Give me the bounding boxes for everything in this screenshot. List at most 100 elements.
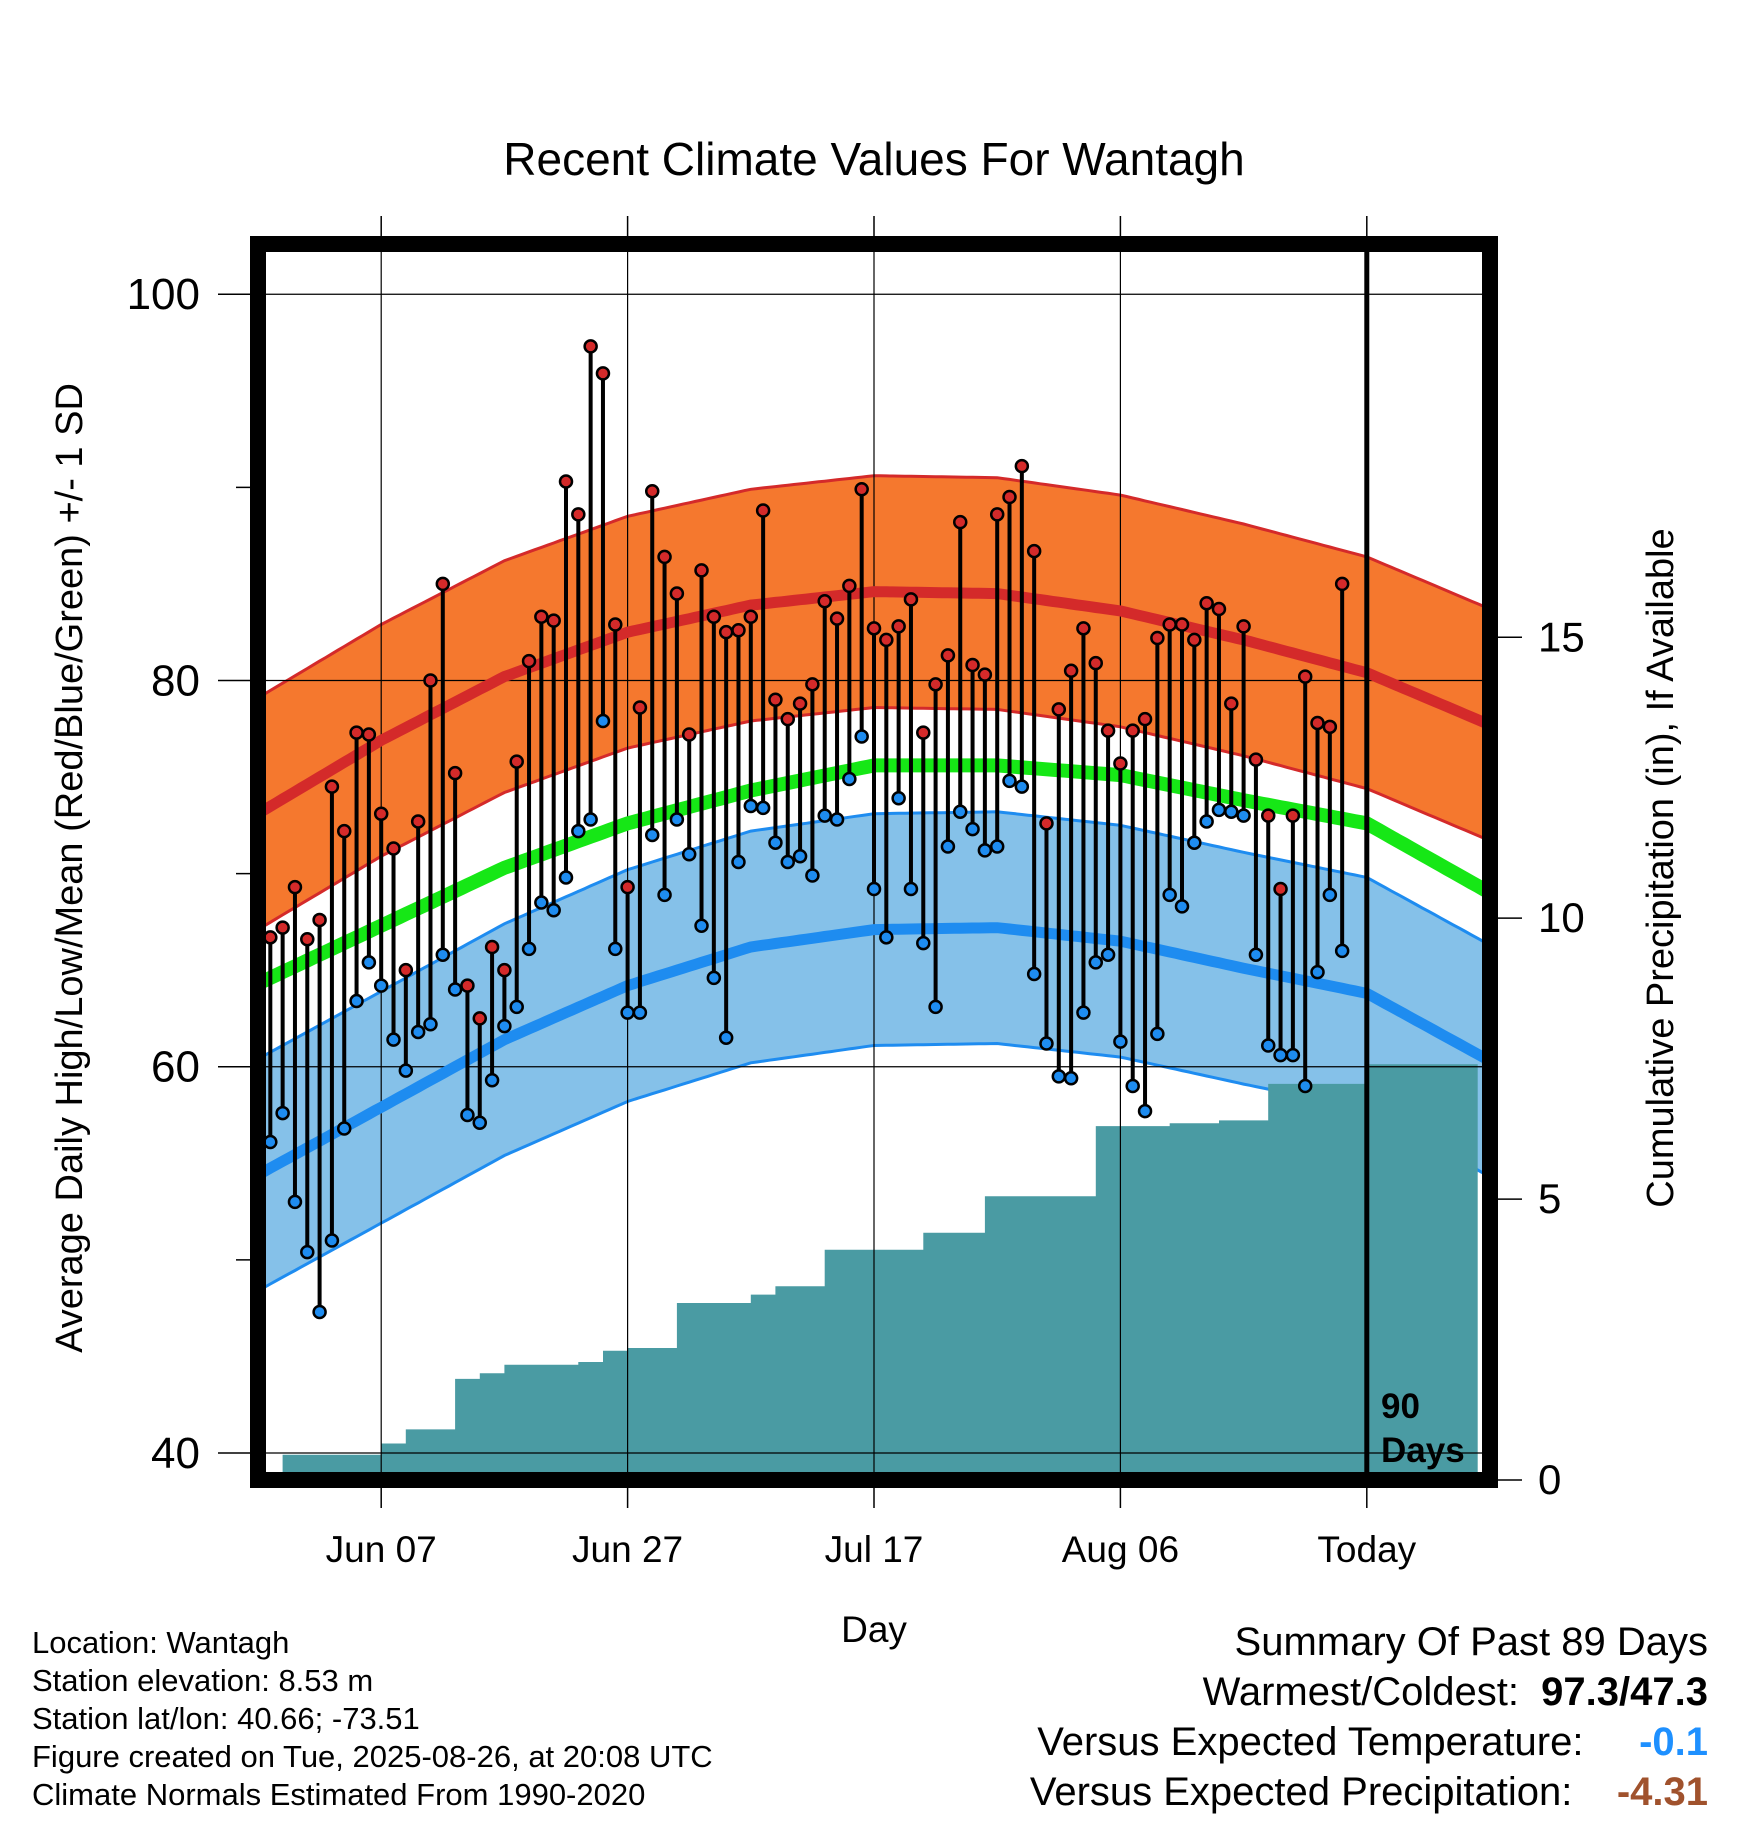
daily-low-point: [1211, 802, 1227, 818]
daily-high-point: [1187, 632, 1202, 648]
daily-high-point: [731, 623, 746, 638]
daily-high-point: [1162, 617, 1177, 632]
daily-low-point: [965, 821, 980, 837]
daily-low-point: [373, 978, 389, 993]
daily-high-point: [423, 673, 438, 688]
daily-low-point: [435, 947, 451, 962]
daily-low-point: [460, 1107, 475, 1123]
daily-high-point: [644, 483, 660, 499]
daily-low-point: [349, 993, 364, 1009]
daily-high-point: [989, 507, 1005, 522]
daily-high-point: [1026, 543, 1042, 559]
today-days-label-1: 90: [1381, 1387, 1420, 1426]
daily-high-point: [336, 823, 352, 839]
daily-low-point: [644, 827, 660, 843]
daily-low-point: [521, 941, 537, 957]
daily-low-point: [916, 935, 931, 951]
daily-high-point: [1260, 808, 1276, 823]
daily-low-point: [743, 798, 759, 814]
daily-low-point: [1273, 1047, 1288, 1063]
daily-low-point: [903, 881, 919, 897]
daily-low-point: [1260, 1038, 1276, 1053]
daily-low-point: [805, 868, 820, 883]
daily-high-point: [546, 613, 561, 628]
daily-low-point: [398, 1063, 414, 1078]
x-tick-label: Jul 17: [825, 1529, 924, 1570]
temp-label: Versus Expected Temperature:: [1037, 1720, 1584, 1764]
daily-high-point: [1248, 752, 1264, 767]
elevation-text: Station elevation: 8.53 m: [32, 1663, 374, 1698]
daily-low-point: [755, 800, 771, 816]
daily-low-point: [1322, 887, 1338, 903]
daily-high-point: [1076, 621, 1091, 636]
normals-text: Climate Normals Estimated From 1990-2020: [32, 1777, 646, 1812]
daily-high-point: [1002, 489, 1017, 505]
daily-low-point: [300, 1244, 315, 1260]
high-normal-line: [255, 586, 1493, 819]
daily-high-point: [1174, 617, 1190, 632]
x-tick-label: Today: [1317, 1529, 1416, 1570]
axes: Jun 07 Jun 27 Jul 17 Aug 06 Today 40 60 80 100 0 5…: [127, 216, 1585, 1570]
daily-high-point: [940, 648, 956, 663]
location-text: Location: Wantagh: [32, 1625, 290, 1660]
daily-high-point: [435, 576, 451, 592]
daily-low-point: [842, 771, 857, 787]
daily-low-point: [324, 1233, 340, 1248]
daily-low-point: [336, 1121, 352, 1136]
daily-low-point: [410, 1024, 426, 1040]
daily-temperature-bars: [250, 244, 1370, 1480]
y-tick-label: 100: [127, 270, 200, 319]
daily-low-point: [1224, 804, 1239, 820]
y-tick-label: 80: [151, 656, 200, 705]
daily-high-point: [497, 962, 512, 978]
daily-low-point: [558, 870, 574, 885]
summary-temp: Versus Expected Temperature: -0.1: [1037, 1720, 1708, 1765]
daily-low-point: [1100, 947, 1116, 962]
daily-low-point: [497, 1018, 512, 1034]
daily-high-point: [928, 677, 943, 692]
y2-tick-label: 0: [1538, 1456, 1561, 1503]
daily-high-point: [1150, 630, 1165, 646]
y2-tick-label: 15: [1538, 613, 1585, 660]
today-days-label-2: Days: [1381, 1431, 1465, 1470]
daily-high-point: [1334, 576, 1350, 592]
low-sd-band: [258, 811, 1490, 1291]
daily-high-point: [558, 474, 574, 489]
daily-low-point: [1297, 1078, 1313, 1094]
daily-low-point: [534, 895, 549, 910]
daily-high-point: [1088, 655, 1104, 671]
daily-low-point: [1039, 1036, 1054, 1051]
daily-high-point: [1322, 719, 1338, 735]
daily-low-point: [768, 835, 783, 850]
daily-low-point: [1051, 1069, 1067, 1084]
daily-low-point: [706, 970, 722, 986]
daily-low-point: [731, 854, 746, 870]
daily-low-point: [472, 1115, 488, 1130]
daily-low-point: [989, 839, 1005, 854]
daily-high-point: [583, 339, 598, 354]
daily-high-point: [447, 765, 463, 781]
x-tick-label: Jun 07: [326, 1529, 437, 1570]
daily-high-point: [398, 962, 414, 978]
daily-high-point: [694, 563, 709, 578]
daily-high-point: [521, 653, 537, 669]
y2-axis-label: Cumulative Precipitation (in), If Availa…: [1640, 528, 1682, 1207]
daily-low-point: [423, 1016, 438, 1032]
daily-high-point: [373, 806, 389, 821]
daily-high-point: [669, 586, 685, 601]
daily-low-point: [952, 804, 968, 820]
daily-high-point: [706, 609, 722, 624]
daily-low-point: [608, 941, 623, 957]
daily-high-point: [866, 621, 882, 636]
daily-low-point: [780, 854, 796, 870]
daily-low-point: [1088, 955, 1104, 970]
daily-high-point: [1137, 711, 1153, 727]
daily-high-point: [312, 912, 327, 928]
daily-low-point: [928, 999, 943, 1015]
daily-low-point: [1174, 899, 1190, 914]
daily-high-point: [768, 692, 783, 708]
y2-tick-label: 5: [1538, 1175, 1561, 1222]
daily-high-point: [1224, 696, 1239, 711]
daily-low-point: [1310, 964, 1325, 980]
daily-high-point: [460, 978, 475, 993]
